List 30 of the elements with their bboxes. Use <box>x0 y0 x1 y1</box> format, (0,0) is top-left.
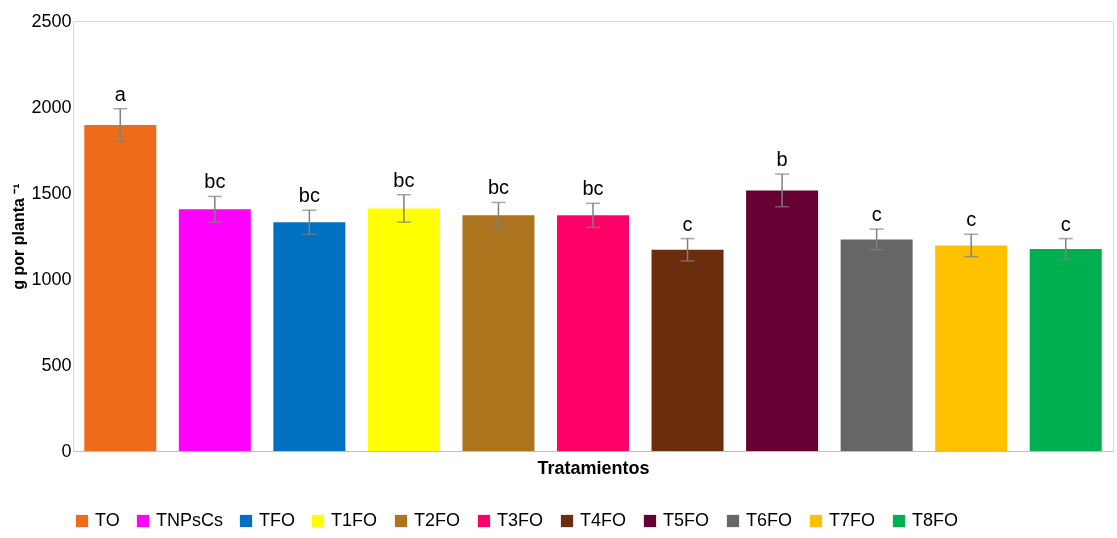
annotation: c <box>1060 212 1071 235</box>
legend-label: TFO <box>259 510 295 530</box>
annotation: bc <box>487 176 510 199</box>
legend-label: TNPsCs <box>156 510 223 530</box>
x-axis-title: Tratamientos <box>537 457 650 478</box>
legend-label: T7FO <box>829 510 876 530</box>
annotation: a <box>114 82 127 105</box>
annotation: bc <box>393 168 415 191</box>
annotation: b <box>776 148 788 171</box>
legend-label: T5FO <box>663 510 710 530</box>
legend-label: T4FO <box>580 510 627 530</box>
annotation: c <box>966 208 977 231</box>
y-tick-label: 1500 <box>31 182 72 203</box>
y-axis-title: g por planta ⁻¹ <box>10 183 28 290</box>
annotation: bc <box>582 177 604 200</box>
annotation: bc <box>298 184 320 207</box>
legend-label: T1FO <box>331 510 378 530</box>
annotation: c <box>871 203 882 226</box>
y-tick-label: 0 <box>61 440 72 461</box>
y-tick-label: 500 <box>41 354 72 375</box>
annotation: bc <box>204 170 226 193</box>
y-tick-label: 1000 <box>31 268 72 289</box>
annotation: c <box>682 212 693 235</box>
legend-label: T6FO <box>746 510 793 530</box>
legend-label: T3FO <box>497 510 544 530</box>
legend-label: T2FO <box>414 510 461 530</box>
legend-label: T8FO <box>912 510 959 530</box>
legend-label: TO <box>95 510 120 530</box>
y-tick-label: 2500 <box>31 10 72 31</box>
y-tick-label: 2000 <box>31 96 72 117</box>
